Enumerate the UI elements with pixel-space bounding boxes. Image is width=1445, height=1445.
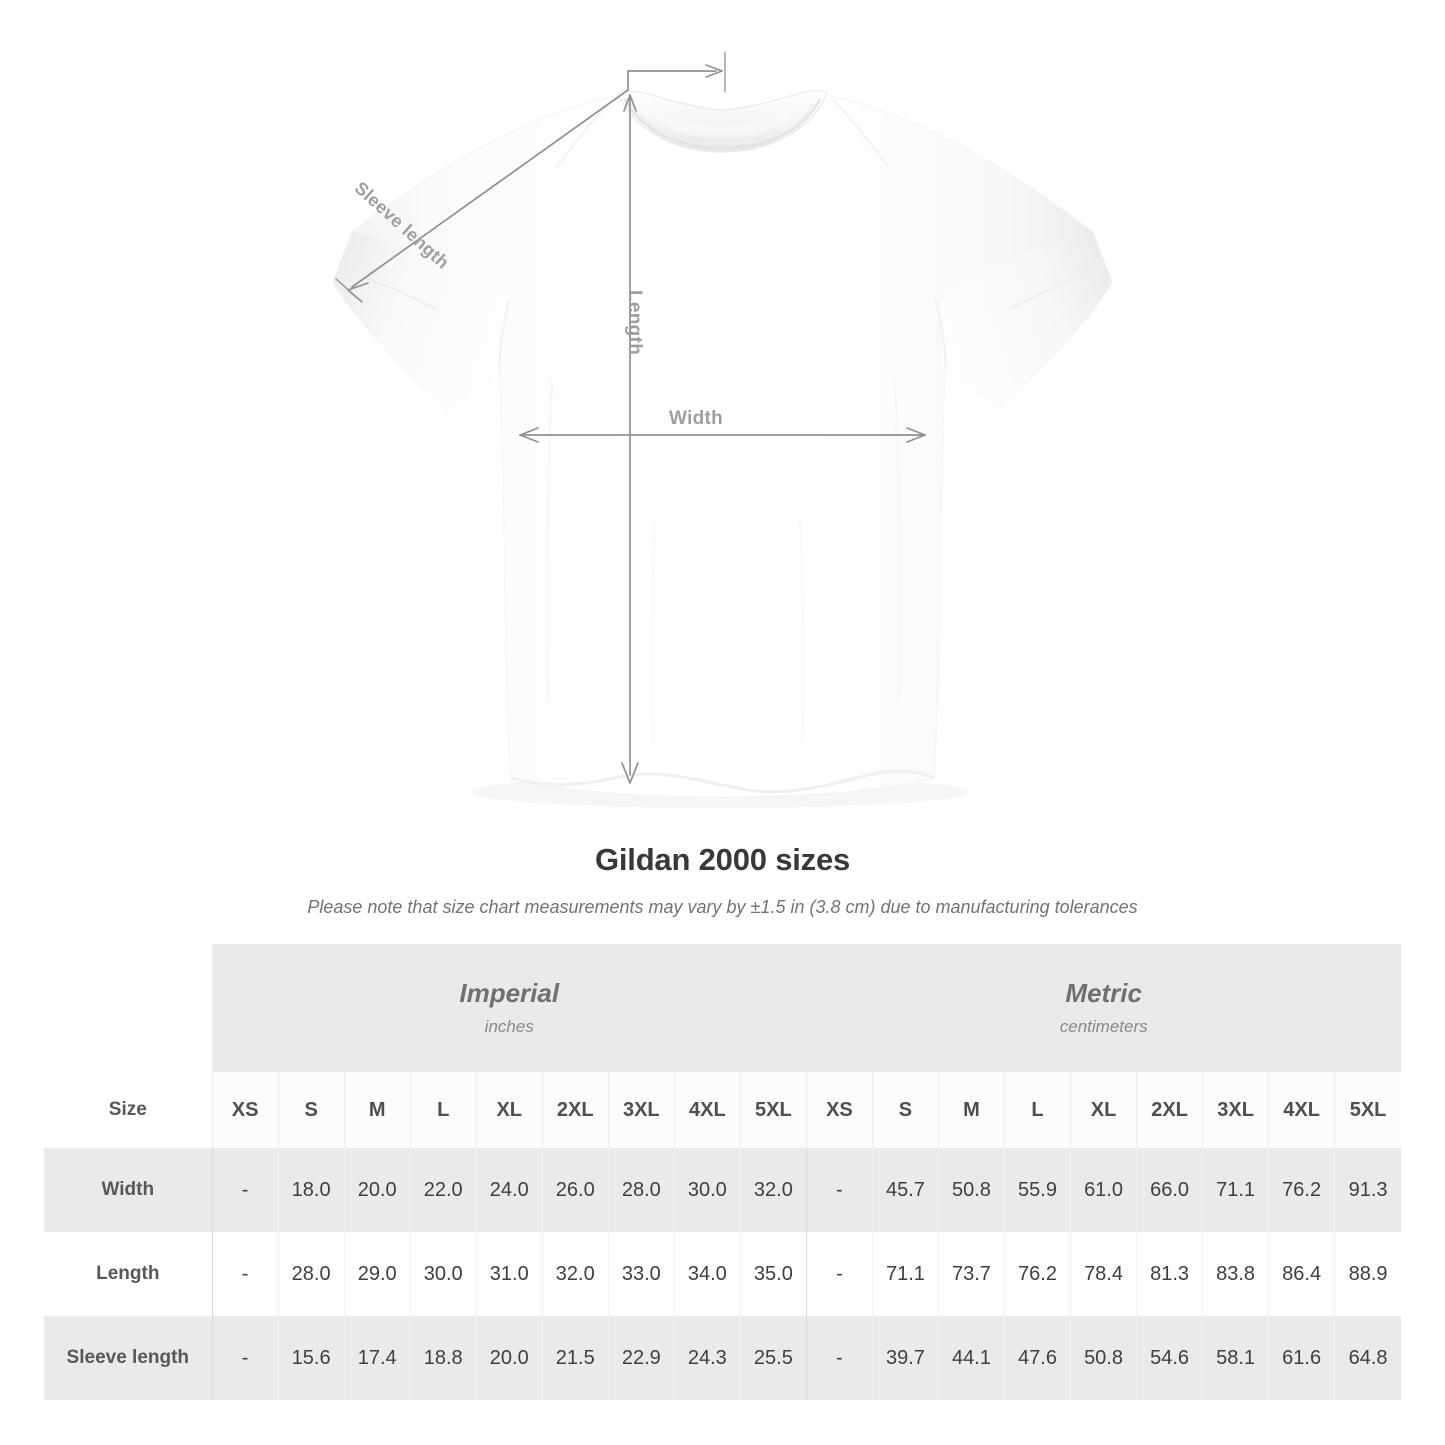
size-col-metric-5xl: 5XL	[1334, 1072, 1401, 1148]
title-block: Gildan 2000 sizes Please note that size …	[0, 842, 1445, 918]
size-col-imperial-3xl: 3XL	[607, 1072, 675, 1148]
table-corner	[44, 944, 213, 1072]
cell-sleeve-imperial-2xl: 21.5	[541, 1316, 609, 1400]
cell-length-imperial-3xl: 33.0	[607, 1232, 675, 1316]
row-label-width: Width	[44, 1148, 213, 1232]
table-row: Width - 18.0 20.0 22.0 24.0 26.0 28.0 30…	[44, 1148, 1401, 1232]
page-title: Gildan 2000 sizes	[594, 842, 851, 877]
cell-sleeve-metric-s: 39.7	[871, 1316, 939, 1400]
cell-sleeve-metric-l: 47.6	[1003, 1316, 1071, 1400]
unit-group-metric: Metric centimeters	[806, 944, 1401, 1072]
cell-length-metric-2xl: 81.3	[1136, 1232, 1203, 1316]
cell-width-imperial-m: 20.0	[343, 1148, 411, 1232]
row-label-length: Length	[44, 1232, 213, 1316]
size-col-imperial-5xl: 5XL	[739, 1072, 807, 1148]
cell-length-metric-s: 71.1	[871, 1232, 939, 1316]
unit-group-imperial: Imperial inches	[212, 944, 807, 1072]
cell-sleeve-metric-xl: 50.8	[1070, 1316, 1137, 1400]
tshirt-illustration	[332, 51, 1113, 798]
size-col-metric-2xl: 2XL	[1136, 1072, 1203, 1148]
table-row: Sleeve length - 15.6 17.4 18.8 20.0 21.5…	[44, 1316, 1401, 1400]
size-col-metric-s: S	[871, 1072, 939, 1148]
unit-sub-imperial: inches	[484, 1016, 534, 1036]
cell-length-metric-xs: -	[805, 1232, 873, 1316]
cell-sleeve-imperial-4xl: 24.3	[673, 1316, 741, 1400]
cell-length-metric-m: 73.7	[937, 1232, 1005, 1316]
cell-width-metric-5xl: 91.3	[1334, 1148, 1401, 1232]
cell-length-imperial-s: 28.0	[277, 1232, 345, 1316]
size-chart-table: Imperial inches Metric centimeters Size …	[44, 944, 1401, 1400]
cell-width-imperial-s: 18.0	[277, 1148, 345, 1232]
size-col-imperial-4xl: 4XL	[673, 1072, 741, 1148]
size-col-imperial-xs: XS	[211, 1072, 279, 1148]
cell-width-imperial-l: 22.0	[409, 1148, 477, 1232]
size-header-row: Size XS S M L XL 2XL 3XL 4XL 5XL XS S M …	[44, 1072, 1401, 1148]
cell-length-imperial-4xl: 34.0	[673, 1232, 741, 1316]
size-col-imperial-m: M	[343, 1072, 411, 1148]
cell-sleeve-metric-2xl: 54.6	[1136, 1316, 1203, 1400]
cell-length-imperial-m: 29.0	[343, 1232, 411, 1316]
cell-sleeve-imperial-l: 18.8	[409, 1316, 477, 1400]
cell-sleeve-imperial-5xl: 25.5	[739, 1316, 807, 1400]
cell-width-imperial-xl: 24.0	[475, 1148, 543, 1232]
cell-length-metric-5xl: 88.9	[1334, 1232, 1401, 1316]
size-col-metric-3xl: 3XL	[1202, 1072, 1269, 1148]
size-col-imperial-xl: XL	[475, 1072, 543, 1148]
size-col-imperial-s: S	[277, 1072, 345, 1148]
cell-sleeve-metric-xs: -	[805, 1316, 873, 1400]
cell-width-metric-2xl: 66.0	[1136, 1148, 1203, 1232]
cell-length-imperial-l: 30.0	[409, 1232, 477, 1316]
unit-name-imperial: Imperial	[459, 978, 560, 1009]
unit-header-row: Imperial inches Metric centimeters	[44, 944, 1401, 1072]
size-col-metric-m: M	[937, 1072, 1005, 1148]
cell-length-metric-4xl: 86.4	[1268, 1232, 1335, 1316]
cell-width-metric-m: 50.8	[937, 1148, 1005, 1232]
cell-width-imperial-5xl: 32.0	[739, 1148, 807, 1232]
row-label-sleeve-length: Sleeve length	[44, 1316, 213, 1400]
cell-sleeve-imperial-m: 17.4	[343, 1316, 411, 1400]
tolerance-note: Please note that size chart measurements…	[307, 897, 1138, 917]
cell-length-imperial-xl: 31.0	[475, 1232, 543, 1316]
cell-length-imperial-xs: -	[211, 1232, 279, 1316]
unit-name-metric: Metric	[1065, 978, 1142, 1009]
cell-sleeve-metric-5xl: 64.8	[1334, 1316, 1401, 1400]
cell-width-imperial-xs: -	[211, 1148, 279, 1232]
cell-length-metric-3xl: 83.8	[1202, 1232, 1269, 1316]
cell-length-imperial-5xl: 35.0	[739, 1232, 807, 1316]
cell-width-imperial-2xl: 26.0	[541, 1148, 609, 1232]
unit-sub-metric: centimeters	[1059, 1016, 1148, 1036]
tshirt-diagram: Sleeve length Length Width	[332, 51, 1113, 798]
size-col-metric-xl: XL	[1070, 1072, 1137, 1148]
cell-sleeve-imperial-s: 15.6	[277, 1316, 345, 1400]
cell-length-metric-xl: 78.4	[1070, 1232, 1137, 1316]
cell-width-metric-l: 55.9	[1003, 1148, 1071, 1232]
size-col-imperial-l: L	[409, 1072, 477, 1148]
length-label: Length	[624, 290, 645, 356]
cell-width-imperial-3xl: 28.0	[607, 1148, 675, 1232]
cell-sleeve-imperial-3xl: 22.9	[607, 1316, 675, 1400]
size-col-metric-l: L	[1003, 1072, 1071, 1148]
size-col-metric-4xl: 4XL	[1268, 1072, 1335, 1148]
size-col-metric-xs: XS	[805, 1072, 873, 1148]
cell-sleeve-metric-m: 44.1	[937, 1316, 1005, 1400]
cell-width-metric-3xl: 71.1	[1202, 1148, 1269, 1232]
cell-width-metric-xl: 61.0	[1070, 1148, 1137, 1232]
cell-width-imperial-4xl: 30.0	[673, 1148, 741, 1232]
cell-width-metric-4xl: 76.2	[1268, 1148, 1335, 1232]
cell-sleeve-metric-3xl: 58.1	[1202, 1316, 1269, 1400]
width-label: Width	[669, 408, 724, 429]
cell-width-metric-xs: -	[805, 1148, 873, 1232]
table-row: Length - 28.0 29.0 30.0 31.0 32.0 33.0 3…	[44, 1232, 1401, 1316]
size-col-imperial-2xl: 2XL	[541, 1072, 609, 1148]
cell-sleeve-imperial-xs: -	[211, 1316, 279, 1400]
header-size-label: Size	[44, 1072, 213, 1148]
cell-length-imperial-2xl: 32.0	[541, 1232, 609, 1316]
cell-sleeve-metric-4xl: 61.6	[1268, 1316, 1335, 1400]
cell-sleeve-imperial-xl: 20.0	[475, 1316, 543, 1400]
cell-width-metric-s: 45.7	[871, 1148, 939, 1232]
cell-length-metric-l: 76.2	[1003, 1232, 1071, 1316]
